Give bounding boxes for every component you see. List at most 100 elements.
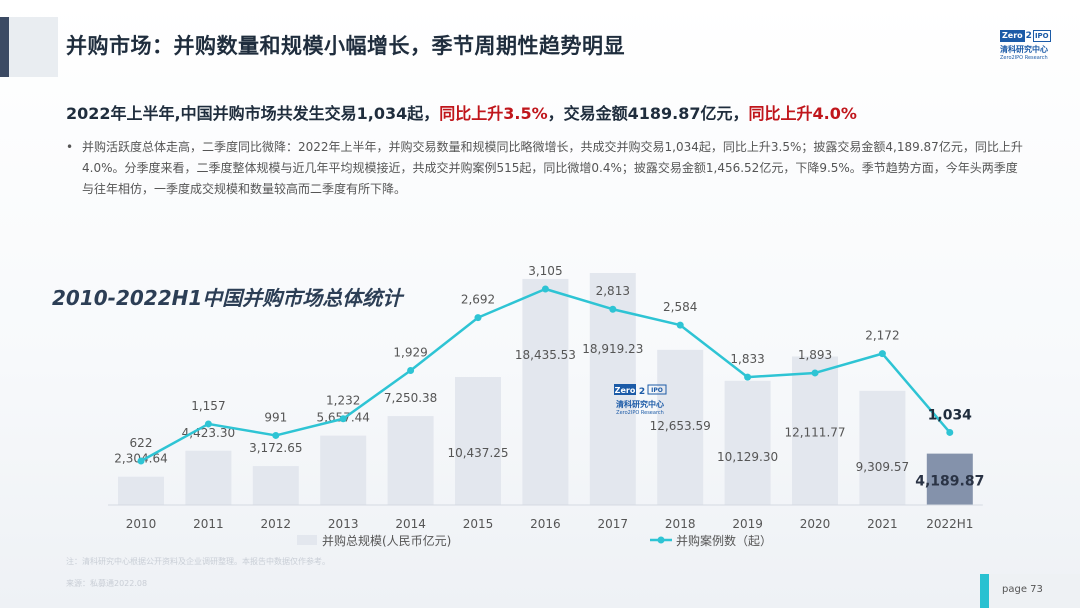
bar-2010 (118, 476, 164, 505)
headline-part1: 2022年上半年,中国并购市场共发生交易1,034起， (66, 104, 440, 123)
bullet-marker: • (66, 140, 74, 154)
line-point-2010 (137, 457, 145, 465)
x-tick-2011: 2011 (193, 517, 224, 531)
legend-bar-swatch (297, 535, 317, 545)
watermark-mark-frame (647, 384, 667, 395)
bullet-text: 并购活跃度总体走高，二季度同比微降：2022年上半年，并购交易数量和规模同比略微… (82, 140, 1023, 196)
bar-label-2021: 9,309.57 (856, 460, 909, 474)
footer-source: 来源：私募通2022.08 (66, 579, 148, 588)
page-title: 并购市场：并购数量和规模小幅增长，季节周期性趋势明显 (66, 34, 625, 58)
x-tick-2019: 2019 (732, 517, 763, 531)
bar-2012 (252, 466, 299, 505)
bar-label-2014: 7,250.38 (384, 391, 437, 405)
logo-mark-mid: 2 (1025, 30, 1032, 41)
chart-title: 2010-2022H1中国并购市场总体统计 (52, 286, 403, 310)
line-label-2019: 1,833 (730, 352, 764, 366)
x-tick-2018: 2018 (665, 517, 696, 531)
logo-en-text: Zero2IPO Research (1000, 55, 1048, 61)
x-tick-2014: 2014 (395, 517, 426, 531)
line-point-2017 (609, 305, 617, 313)
line-label-2012: 991 (264, 410, 287, 424)
watermark-en: Zero2IPO Research (616, 410, 664, 416)
headline-highlight-amount: 同比上升4.0% (748, 104, 857, 123)
headline-highlight-count: 同比上升3.5% (439, 104, 548, 123)
x-tick-2017: 2017 (598, 517, 629, 531)
line-point-2015 (474, 314, 482, 322)
x-tick-2022H1: 2022H1 (926, 517, 973, 531)
line-point-2011 (204, 420, 212, 428)
watermark-cn: 清科研究中心 (616, 399, 664, 409)
footer-note: 注：清科研究中心根据公开资料及企业调研整理。本报告中数据仅作参考。 (66, 557, 330, 566)
x-tick-2010: 2010 (126, 517, 157, 531)
bar-label-2019: 10,129.30 (717, 450, 778, 464)
headline: 2022年上半年,中国并购市场共发生交易1,034起，同比上升3.5%，交易金额… (66, 100, 857, 124)
watermark-mark-box (614, 384, 636, 395)
bar-2019 (724, 380, 771, 505)
logo-cn-text: 清科研究中心 (1000, 45, 1048, 54)
line-point-2012 (272, 431, 280, 439)
line-label-2014: 1,929 (393, 345, 427, 359)
x-tick-2020: 2020 (800, 517, 831, 531)
page-number-tab: page 73 (980, 574, 1080, 608)
watermark-mark-left: Zero (615, 386, 636, 395)
legend-line-marker (657, 536, 665, 544)
line-label-2022H1: 1,034 (928, 407, 973, 423)
bar-label-2017: 18,919.23 (582, 342, 643, 356)
bar-2013 (320, 435, 367, 505)
bar-2022H1 (926, 453, 973, 505)
line-point-2014 (407, 366, 415, 374)
bar-2011 (185, 450, 232, 505)
x-axis: 2010 2011 2012 2013 2014 2015 2016 2017 2018 2019… (108, 504, 983, 531)
x-tick-2021: 2021 (867, 517, 898, 531)
line-label-2010: 622 (130, 436, 153, 450)
line-label-2017: 2,813 (596, 284, 630, 298)
x-tick-2016: 2016 (530, 517, 561, 531)
headline-part3: ，交易金额4189.87亿元， (547, 104, 749, 123)
line-series: 622 1,157 991 1,232 1,929 2,692 3,105 2,813 2,58… (130, 264, 973, 465)
bar-label-2020: 12,111.77 (784, 425, 845, 439)
x-tick-2015: 2015 (463, 517, 494, 531)
bar-label-2022H1: 4,189.87 (915, 474, 984, 490)
legend-bar-label: 并购总规模(人民币亿元) (322, 533, 451, 548)
bar-2016 (522, 278, 569, 505)
line-label-2013: 1,232 (326, 394, 360, 408)
line-point-2021 (878, 350, 886, 358)
line-label-2020: 1,893 (798, 348, 832, 362)
bar-series: 2,304.644,423.303,172.655,657.447,250.38… (114, 272, 984, 505)
bar-label-2012: 3,172.65 (249, 441, 302, 455)
watermark-mark-right: IPO (651, 387, 663, 394)
bar-2020 (792, 356, 838, 505)
bar-2021 (859, 390, 906, 505)
line-label-2016: 3,105 (528, 264, 562, 278)
bar-label-2015: 10,437.25 (447, 446, 508, 460)
line-point-2013 (339, 415, 347, 423)
page-number: page 73 (1002, 584, 1043, 595)
line-label-2011: 1,157 (191, 399, 225, 413)
line-label-2018: 2,584 (663, 300, 697, 314)
logo-mark-left: Zero (1000, 29, 1025, 42)
bar-label-2018: 12,653.59 (650, 419, 711, 433)
line-point-2018 (676, 321, 684, 329)
bar-2018 (657, 349, 704, 505)
x-tick-2013: 2013 (328, 517, 359, 531)
bar-2014 (387, 416, 434, 505)
legend-line-label: 并购案例数（起） (676, 533, 772, 548)
zero2ipo-logo: Zero 2 IPO 清科研究中心 Zero2IPO Research (1000, 29, 1062, 65)
line-point-2020 (811, 369, 819, 377)
line-point-2016 (541, 285, 549, 293)
bar-2015 (455, 377, 501, 505)
bar-label-2016: 18,435.53 (515, 348, 576, 362)
x-tick-2012: 2012 (261, 517, 292, 531)
line-label-2015: 2,692 (461, 293, 495, 307)
title-accent-box (0, 17, 58, 77)
line-point-2022H1 (946, 428, 954, 436)
summary-bullet: • 并购活跃度总体走高，二季度同比微降：2022年上半年，并购交易数量和规模同比… (66, 137, 1026, 200)
bar-label-2011: 4,423.30 (182, 426, 235, 440)
line-point-2019 (744, 373, 752, 381)
chart-legend: 并购总规模(人民币亿元) 并购案例数（起） (297, 533, 772, 548)
watermark-mark-mid: 2 (639, 387, 645, 397)
logo-mark-right: IPO (1032, 29, 1051, 42)
line-label-2021: 2,172 (865, 329, 899, 343)
